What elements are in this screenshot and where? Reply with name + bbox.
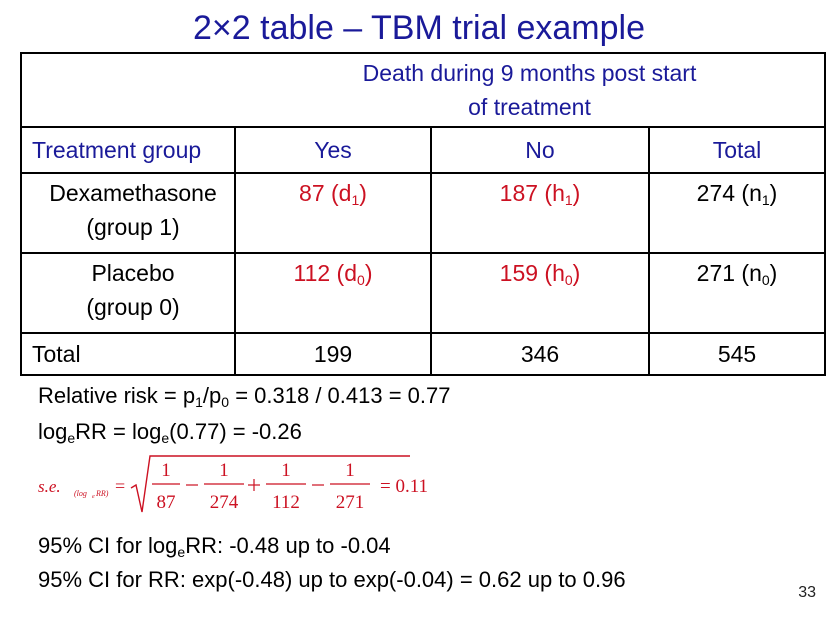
frac-denominator-d0: 112 xyxy=(272,492,300,513)
frac-denominator-d1: 87 xyxy=(157,492,176,513)
standard-error-formula: s.e. (log e RR) = 1 87 1 274 1 112 1 271… xyxy=(38,455,428,513)
table-header-row: Treatment group Yes No Total xyxy=(20,126,826,174)
table-caption-row: Death during 9 months post start of trea… xyxy=(20,52,826,128)
page-number: 33 xyxy=(798,584,816,601)
total-label: Total xyxy=(20,332,236,376)
se-subscript-e: e xyxy=(92,494,95,500)
row-label-line-2: (group 1) xyxy=(86,214,180,240)
caption-empty-cell xyxy=(20,52,235,128)
se-label: s.e. xyxy=(38,477,61,496)
row-label-line-2: (group 0) xyxy=(86,294,180,320)
frac-denominator-h0: 271 xyxy=(336,492,365,513)
row-label: Placebo (group 0) xyxy=(20,252,236,334)
header-treatment-group: Treatment group xyxy=(20,126,236,174)
row-label-line-1: Placebo xyxy=(91,260,175,286)
cell-total: 271 (n0) xyxy=(648,252,826,334)
table-caption: Death during 9 months post start of trea… xyxy=(235,52,826,128)
table-row: Placebo (group 0) 112 (d0) 159 (h0) 271 … xyxy=(20,252,826,334)
cell-yes: 87 (d1) xyxy=(234,172,432,254)
cell-total: 274 (n1) xyxy=(648,172,826,254)
relative-risk-line: Relative risk = p1/p0 = 0.318 / 0.413 = … xyxy=(38,383,451,410)
cell-no: 159 (h0) xyxy=(430,252,650,334)
frac-numerator: 1 xyxy=(219,460,229,481)
se-subscript: (log xyxy=(74,489,87,498)
row-label-line-1: Dexamethasone xyxy=(49,180,217,206)
page-title: 2×2 table – TBM trial example xyxy=(193,9,645,47)
caption-line-2: of treatment xyxy=(468,94,591,120)
se-result: = 0.11 xyxy=(380,476,428,497)
total-yes: 199 xyxy=(234,332,432,376)
header-yes: Yes xyxy=(234,126,432,174)
frac-numerator: 1 xyxy=(345,460,355,481)
table-row: Dexamethasone (group 1) 87 (d1) 187 (h1)… xyxy=(20,172,826,254)
ci-log-rr-line: 95% CI for logeRR: -0.48 up to -0.04 xyxy=(38,533,391,560)
caption-line-1: Death during 9 months post start xyxy=(362,60,697,86)
se-equals: = xyxy=(115,476,125,496)
log-rr-line: logeRR = loge(0.77) = -0.26 xyxy=(38,419,302,446)
se-subscript-rr: RR) xyxy=(95,489,109,498)
frac-numerator: 1 xyxy=(161,460,171,481)
frac-denominator-h1: 274 xyxy=(210,492,239,513)
ci-rr-line: 95% CI for RR: exp(-0.48) up to exp(-0.0… xyxy=(38,567,626,592)
frac-numerator: 1 xyxy=(281,460,291,481)
radical-sign xyxy=(130,455,410,513)
two-by-two-table: Death during 9 months post start of trea… xyxy=(20,52,826,376)
header-total: Total xyxy=(648,126,826,174)
cell-yes: 112 (d0) xyxy=(234,252,432,334)
total-no: 346 xyxy=(430,332,650,376)
cell-no: 187 (h1) xyxy=(430,172,650,254)
table-total-row: Total 199 346 545 xyxy=(20,332,826,376)
total-total: 545 xyxy=(648,332,826,376)
row-label: Dexamethasone (group 1) xyxy=(20,172,236,254)
header-no: No xyxy=(430,126,650,174)
